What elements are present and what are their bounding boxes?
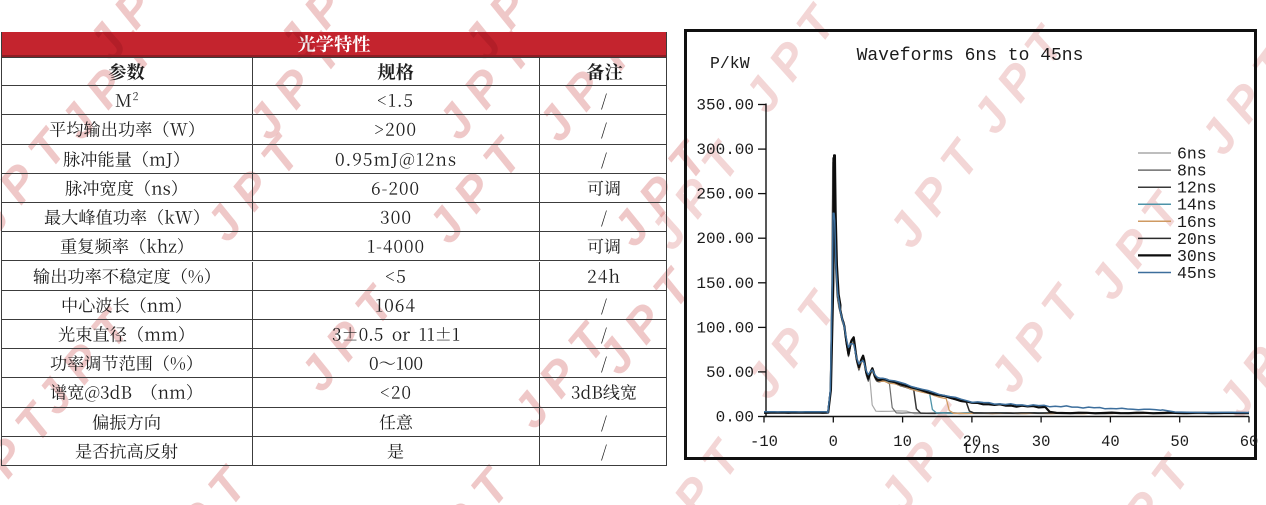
svg-text:0.00: 0.00 — [716, 409, 754, 427]
svg-text:250.00: 250.00 — [696, 186, 754, 204]
svg-text:16ns: 16ns — [1177, 213, 1217, 232]
svg-text:30: 30 — [1032, 433, 1051, 451]
svg-text:20: 20 — [963, 433, 982, 451]
svg-text:0: 0 — [829, 433, 838, 451]
svg-text:8ns: 8ns — [1177, 162, 1207, 181]
svg-text:6ns: 6ns — [1177, 145, 1207, 164]
svg-text:-10: -10 — [750, 433, 778, 451]
svg-text:50: 50 — [1170, 433, 1189, 451]
svg-text:100.00: 100.00 — [696, 319, 754, 337]
svg-text:30ns: 30ns — [1177, 247, 1217, 266]
svg-text:Waveforms 6ns to 45ns: Waveforms 6ns to 45ns — [857, 46, 1084, 66]
svg-text:12ns: 12ns — [1177, 179, 1217, 198]
svg-text:150.00: 150.00 — [696, 275, 754, 293]
svg-text:P/kW: P/kW — [710, 54, 750, 73]
svg-text:20ns: 20ns — [1177, 230, 1217, 249]
svg-text:350.00: 350.00 — [696, 97, 754, 115]
svg-text:10: 10 — [893, 433, 912, 451]
svg-text:60: 60 — [1240, 433, 1259, 451]
svg-text:50.00: 50.00 — [706, 364, 754, 382]
svg-text:300.00: 300.00 — [696, 141, 754, 159]
svg-text:40: 40 — [1101, 433, 1120, 451]
svg-text:200.00: 200.00 — [696, 230, 754, 248]
svg-text:t/ns: t/ns — [963, 440, 1000, 458]
svg-text:14ns: 14ns — [1177, 196, 1217, 215]
svg-text:45ns: 45ns — [1177, 264, 1217, 283]
